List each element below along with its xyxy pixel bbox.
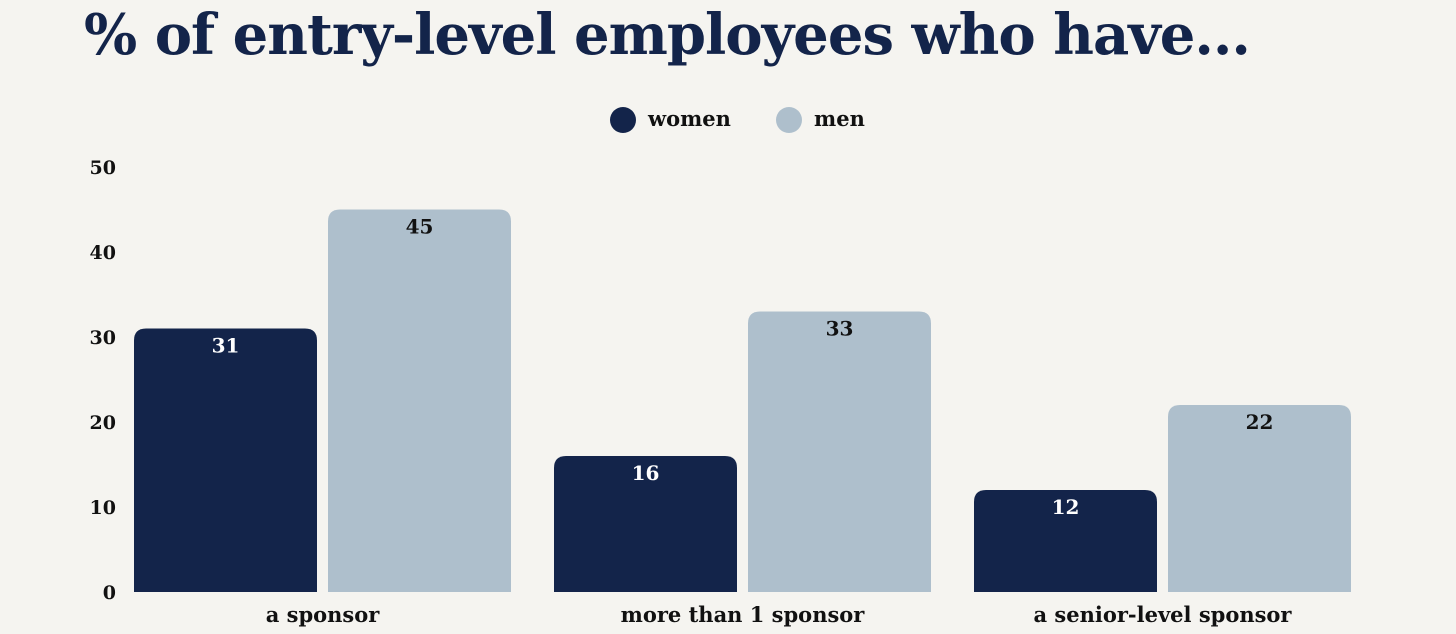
y-tick-label-40: 40 (90, 242, 116, 264)
legend-swatch-men (776, 107, 802, 133)
bar-men-1 (748, 311, 931, 592)
legend-label-women: women (647, 106, 731, 131)
data-label-men-0: 45 (406, 215, 434, 239)
bar-men-2 (1168, 405, 1351, 592)
data-label-women-0: 31 (212, 334, 240, 358)
bar-men-0 (328, 209, 511, 592)
x-category-label-2: a senior-level sponsor (1034, 602, 1293, 627)
y-tick-label-0: 0 (103, 582, 116, 604)
y-tick-label-10: 10 (90, 497, 116, 519)
data-label-men-2: 22 (1246, 410, 1274, 434)
x-category-label-1: more than 1 sponsor (621, 602, 866, 627)
chart-title: % of entry-level employees who have... (84, 2, 1251, 68)
bar-women-1 (554, 456, 737, 592)
legend-swatch-women (610, 107, 636, 133)
data-label-men-1: 33 (826, 317, 854, 341)
bar-women-0 (134, 328, 317, 592)
data-label-women-2: 12 (1052, 495, 1080, 519)
x-category-label-0: a sponsor (266, 602, 381, 627)
bar-women-2 (974, 490, 1157, 592)
y-tick-label-30: 30 (90, 327, 116, 349)
data-label-women-1: 16 (632, 461, 660, 485)
y-tick-label-20: 20 (90, 412, 116, 434)
y-tick-label-50: 50 (90, 157, 116, 179)
legend-label-men: men (814, 106, 865, 131)
